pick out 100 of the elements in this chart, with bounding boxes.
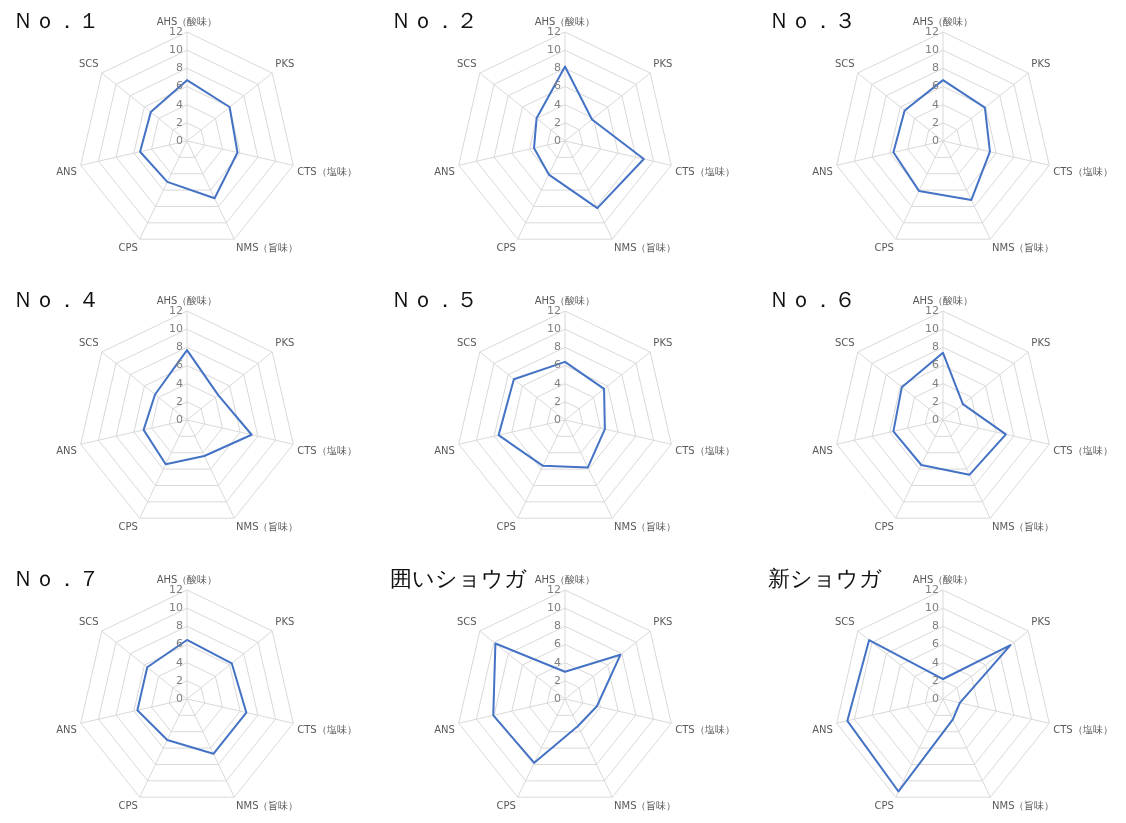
spoke-label: SCS <box>834 58 855 70</box>
spoke-label: PKS <box>1031 337 1051 349</box>
y-tick-label: 0 <box>176 691 183 705</box>
y-tick-label: 2 <box>554 394 561 408</box>
y-tick-label: 6 <box>554 79 561 93</box>
spoke-label: CPS <box>874 800 894 812</box>
spoke-label: CPS <box>496 800 516 812</box>
spoke-label: SCS <box>834 337 855 349</box>
spoke-label: AHS（酸味） <box>534 294 596 306</box>
y-tick-label: 12 <box>169 24 183 38</box>
y-tick-label: 10 <box>925 322 939 336</box>
y-tick-label: 0 <box>932 133 939 147</box>
spoke-label: ANS <box>812 165 833 177</box>
spoke-label: SCS <box>456 58 477 70</box>
spoke-label: ANS <box>434 723 455 735</box>
y-tick-label: 0 <box>176 412 183 426</box>
spoke-label: NMS（旨味） <box>992 242 1055 254</box>
spoke-label: SCS <box>78 616 99 628</box>
y-tick-label: 10 <box>925 601 939 615</box>
spoke-label: PKS <box>1031 616 1051 628</box>
spoke-label: CTS（塩味） <box>297 165 357 177</box>
spoke-label: PKS <box>1031 58 1051 70</box>
y-tick-label: 2 <box>554 115 561 129</box>
y-tick-label: 12 <box>547 582 561 596</box>
y-tick-label: 10 <box>169 43 183 57</box>
y-tick-label: 2 <box>554 673 561 687</box>
chart-title: Ｎｏ．４ <box>12 286 100 314</box>
chart-title: 新ショウガ <box>768 565 882 593</box>
spoke-label: CTS（塩味） <box>675 165 735 177</box>
spoke-label: NMS（旨味） <box>236 800 299 812</box>
chart-title: Ｎｏ．６ <box>768 286 856 314</box>
y-tick-label: 12 <box>925 303 939 317</box>
y-tick-label: 8 <box>554 619 561 633</box>
spoke-label: ANS <box>434 165 455 177</box>
spoke-label: PKS <box>653 337 673 349</box>
y-tick-label: 8 <box>932 619 939 633</box>
spoke-label: NMS（旨味） <box>236 242 299 254</box>
spoke-label: AHS（酸味） <box>912 573 974 585</box>
y-tick-label: 2 <box>932 673 939 687</box>
spoke-label: AHS（酸味） <box>912 15 974 27</box>
spoke-label: AHS（酸味） <box>534 573 596 585</box>
spoke-label: NMS（旨味） <box>614 800 677 812</box>
chart-title: Ｎｏ．５ <box>390 286 478 314</box>
spoke-label: PKS <box>275 58 295 70</box>
y-tick-label: 8 <box>554 61 561 75</box>
spoke-label: NMS（旨味） <box>614 242 677 254</box>
y-tick-label: 12 <box>547 24 561 38</box>
y-tick-label: 0 <box>176 133 183 147</box>
spoke-label: CPS <box>496 242 516 254</box>
spoke-label: CTS（塩味） <box>1053 723 1113 735</box>
spoke-label: AHS（酸味） <box>156 15 218 27</box>
y-tick-label: 4 <box>554 655 561 669</box>
chart-title: Ｎｏ．２ <box>390 7 478 35</box>
y-tick-label: 12 <box>925 24 939 38</box>
y-tick-label: 4 <box>932 655 939 669</box>
y-tick-label: 6 <box>176 358 183 372</box>
y-tick-label: 8 <box>932 61 939 75</box>
spoke-label: NMS（旨味） <box>992 800 1055 812</box>
y-tick-label: 8 <box>554 340 561 354</box>
spoke-label: SCS <box>78 58 99 70</box>
spoke-label: CPS <box>118 521 138 533</box>
y-tick-label: 8 <box>932 340 939 354</box>
spoke-label: CTS（塩味） <box>675 723 735 735</box>
chart-title: 囲いショウガ <box>390 565 527 593</box>
spoke-label: PKS <box>653 616 673 628</box>
spoke-label: CTS（塩味） <box>675 444 735 456</box>
y-tick-label: 2 <box>176 115 183 129</box>
y-tick-label: 8 <box>176 61 183 75</box>
y-tick-label: 6 <box>932 358 939 372</box>
spoke-label: NMS（旨味） <box>614 521 677 533</box>
y-tick-label: 0 <box>932 691 939 705</box>
y-tick-label: 0 <box>554 691 561 705</box>
chart-title: Ｎｏ．７ <box>12 565 100 593</box>
y-tick-label: 10 <box>547 322 561 336</box>
spoke-label: CTS（塩味） <box>297 444 357 456</box>
y-tick-label: 12 <box>169 303 183 317</box>
y-tick-label: 0 <box>554 133 561 147</box>
chart-title: Ｎｏ．３ <box>768 7 856 35</box>
y-tick-label: 12 <box>169 582 183 596</box>
spoke-label: AHS（酸味） <box>534 15 596 27</box>
spoke-label: CTS（塩味） <box>297 723 357 735</box>
y-tick-label: 10 <box>547 43 561 57</box>
y-tick-label: 0 <box>932 412 939 426</box>
y-tick-label: 10 <box>925 43 939 57</box>
spoke-label: CPS <box>874 242 894 254</box>
spoke-label: CPS <box>118 242 138 254</box>
y-tick-label: 4 <box>932 97 939 111</box>
y-tick-label: 2 <box>932 115 939 129</box>
y-tick-label: 4 <box>932 376 939 390</box>
spoke-label: AHS（酸味） <box>156 573 218 585</box>
spoke-label: ANS <box>434 444 455 456</box>
y-tick-label: 10 <box>547 601 561 615</box>
spoke-label: SCS <box>834 616 855 628</box>
spoke-label: AHS（酸味） <box>156 294 218 306</box>
spoke-label: ANS <box>56 444 77 456</box>
y-tick-label: 4 <box>176 97 183 111</box>
y-tick-label: 4 <box>176 376 183 390</box>
chart-title: Ｎｏ．１ <box>12 7 100 35</box>
spoke-label: CPS <box>874 521 894 533</box>
y-tick-label: 2 <box>176 673 183 687</box>
